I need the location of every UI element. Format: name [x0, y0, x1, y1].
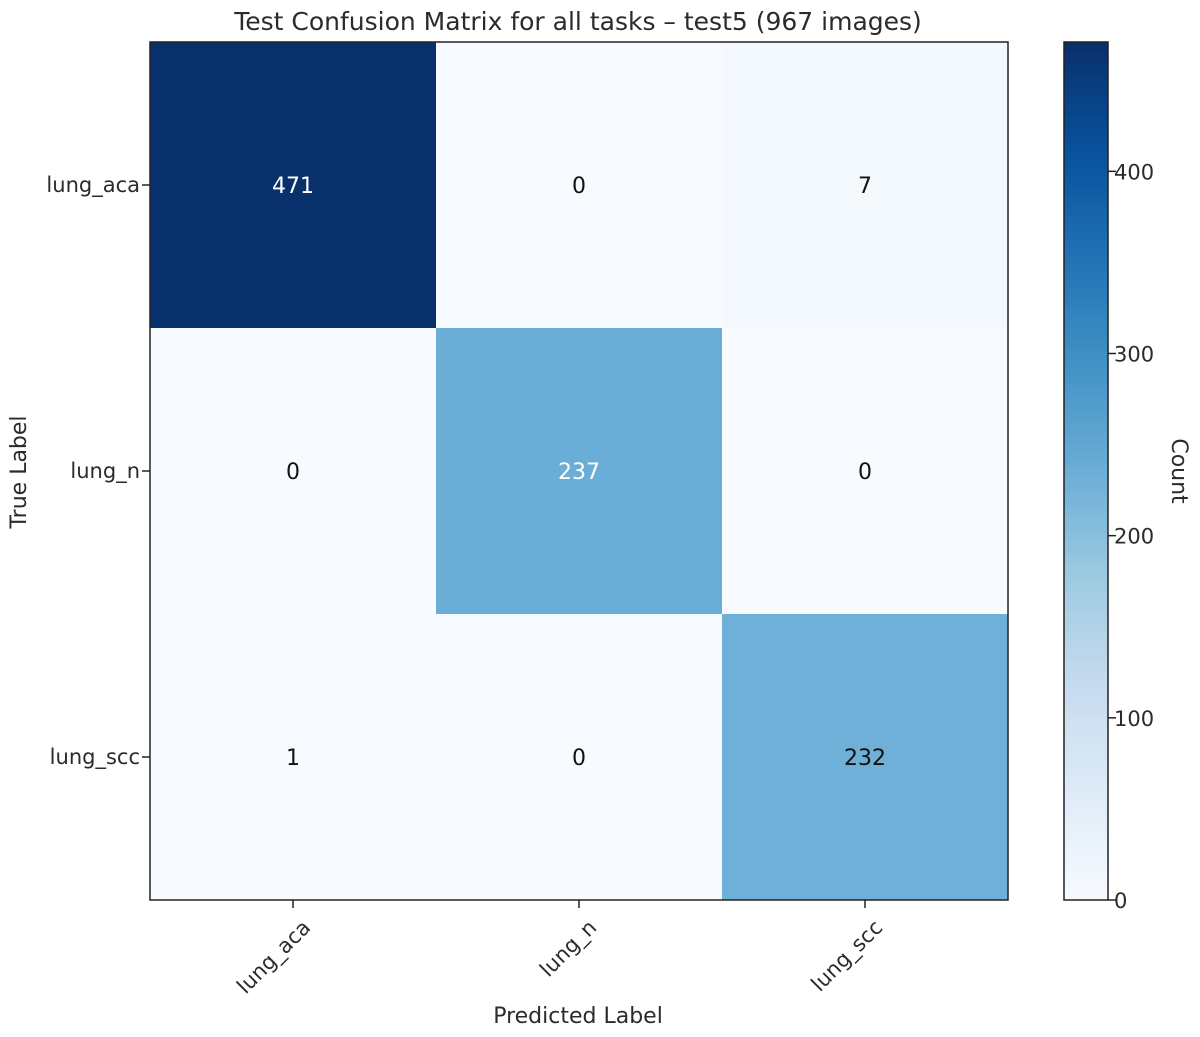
cell-1-0 [150, 328, 436, 614]
y-axis-label: True Label [7, 415, 32, 529]
colorbar-tick-label: 100 [1114, 707, 1154, 731]
y-axis-ticks: lung_aca lung_n lung_scc [46, 173, 150, 770]
cell-value-1-0: 0 [286, 460, 300, 485]
cell-value-0-2: 7 [858, 174, 872, 199]
cell-0-0 [150, 42, 436, 328]
colorbar-label: Count [1166, 438, 1191, 504]
cell-1-1 [436, 328, 722, 614]
colorbar-tick-label: 0 [1114, 889, 1127, 913]
x-tick-label: lung_scc [806, 915, 888, 997]
colorbar-tick-label: 200 [1114, 525, 1154, 549]
colorbar [1063, 41, 1109, 901]
x-axis-ticks: lung_aca lung_n lung_scc [232, 900, 888, 999]
cell-0-2 [722, 42, 1008, 328]
cell-2-2 [722, 614, 1008, 900]
y-tick-label: lung_aca [46, 173, 140, 198]
cell-value-1-2: 0 [858, 460, 872, 485]
cell-1-2 [722, 328, 1008, 614]
cell-value-2-1: 0 [572, 746, 586, 771]
y-tick-label: lung_scc [50, 745, 140, 770]
colorbar-ticks: 0 100 200 300 400 [1108, 160, 1154, 913]
cell-value-2-0: 1 [286, 746, 300, 771]
cell-0-1 [436, 42, 722, 328]
x-axis-label: Predicted Label [493, 1004, 663, 1029]
cell-value-0-1: 0 [572, 174, 586, 199]
matrix-cells [150, 42, 1008, 900]
matrix-cell-labels: 471 0 7 0 237 0 1 0 232 [272, 174, 886, 771]
cell-value-0-0: 471 [272, 174, 314, 199]
x-tick-label: lung_aca [232, 915, 316, 999]
cell-value-1-1: 237 [558, 460, 600, 485]
colorbar-tick-label: 300 [1114, 343, 1154, 367]
cell-2-0 [150, 614, 436, 900]
colorbar-tick-label: 400 [1114, 160, 1154, 184]
x-tick-label: lung_n [535, 915, 602, 982]
chart-title: Test Confusion Matrix for all tasks – te… [233, 7, 922, 36]
cell-value-2-2: 232 [844, 746, 886, 771]
y-tick-label: lung_n [70, 459, 140, 484]
cell-2-1 [436, 614, 722, 900]
